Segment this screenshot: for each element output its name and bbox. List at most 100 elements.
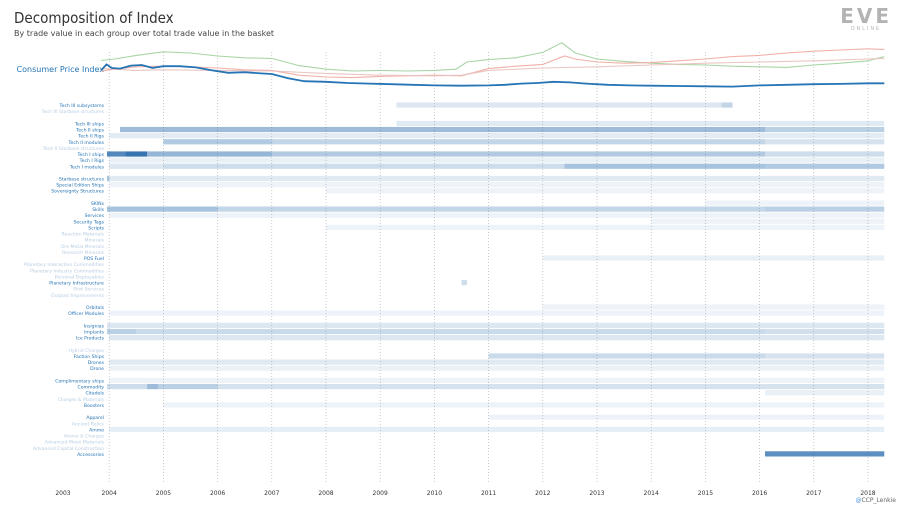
heat-cell [765, 328, 885, 335]
heat-cell [109, 365, 885, 371]
heat-cell [564, 163, 766, 169]
row-label: Apparel [86, 415, 104, 421]
row-label: Special Edition Ships [56, 183, 104, 189]
row-label: Accessories [77, 452, 105, 458]
row-label: Skills [92, 207, 104, 213]
x-tick-label: 2007 [264, 490, 279, 497]
row-label: Planetary Interaction Commodities [24, 262, 105, 268]
heat-cell [109, 426, 885, 433]
heat-cell [326, 224, 885, 231]
heat-cell [163, 402, 885, 408]
page-subtitle: By trade value in each group over total … [14, 29, 275, 38]
logo-sub: ONLINE [850, 26, 882, 32]
row-label: Tech III ships [74, 121, 105, 127]
credit-name: CCP_Lenkie [861, 497, 896, 504]
row-label: Pilot Services [73, 287, 104, 293]
heat-cell [107, 175, 110, 182]
x-tick-label: 2005 [156, 490, 171, 497]
x-tick-label: 2003 [55, 490, 70, 497]
row-label: Minerals [85, 238, 105, 244]
heat-cell [765, 151, 885, 157]
background-series-line [101, 42, 885, 72]
row-label: Ammo [89, 427, 104, 433]
row-label: Tech III subsystems [59, 103, 105, 109]
heat-cell [157, 383, 218, 390]
row-label: Ancient Relics [72, 421, 105, 427]
heat-cell [147, 383, 158, 390]
row-label: Tech II Starbase structures [42, 146, 105, 152]
heat-cell [651, 218, 885, 224]
heat-cell [107, 383, 148, 390]
logo-main: EVE [840, 4, 892, 28]
heat-cell [765, 126, 885, 133]
row-label: Tech I ships [77, 152, 105, 158]
x-tick-label: 2008 [318, 490, 333, 497]
heat-cell [109, 163, 164, 169]
heat-cell [271, 151, 766, 157]
heat-cell [107, 206, 218, 212]
row-label: Faction Ships [74, 354, 105, 360]
row-label: Orbitals [86, 305, 105, 311]
heat-cell [217, 383, 885, 390]
row-label: Ammo & Charges [64, 434, 105, 440]
heat-cell [765, 390, 885, 396]
heat-cell [107, 151, 126, 157]
row-label: Services [85, 213, 105, 219]
cpi-series-label: Consumer Price Index [16, 65, 104, 74]
heat-cell [765, 163, 885, 169]
row-label: Boosters [84, 403, 105, 409]
row-label: Tech II Rigs [77, 134, 104, 140]
heat-cell [125, 151, 148, 157]
heat-cell [765, 206, 885, 212]
x-tick-label: 2010 [427, 490, 442, 497]
heat-cell [721, 102, 733, 108]
row-label: SKINs [91, 201, 105, 207]
row-label: Personal Deployables [55, 274, 105, 280]
x-tick-label: 2017 [806, 490, 821, 497]
row-label: Tech II modules [67, 140, 104, 146]
row-label: Tech I modules [69, 164, 105, 170]
heat-cell [136, 328, 766, 335]
row-label: Tech III Starbase structures [41, 109, 105, 115]
row-label: Advanced Capital Construction [33, 446, 104, 452]
heat-cell [109, 212, 885, 218]
heat-cell [163, 163, 565, 169]
x-tick-label: 2016 [752, 490, 767, 497]
heat-cell [396, 120, 885, 127]
x-tick-label: 2011 [481, 490, 496, 497]
heat-cell [147, 151, 272, 157]
row-label: Hybrid Charges [68, 348, 104, 354]
row-label: Implants [84, 330, 105, 336]
row-label: Drones [88, 360, 105, 366]
row-label: Officer Modules [68, 311, 104, 317]
heat-cell [542, 255, 885, 261]
heat-cell [461, 279, 467, 286]
eve-online-logo: EVE ONLINE [840, 4, 892, 32]
heat-cell [109, 182, 885, 188]
heat-cell [109, 377, 885, 384]
page-title: Decomposition of Index [14, 9, 174, 27]
x-tick-label: 2018 [860, 490, 875, 497]
heat-cell [488, 414, 885, 420]
row-label: Complimentary ships [55, 378, 104, 384]
heat-cell [109, 175, 885, 182]
heat-cell [217, 206, 766, 212]
at-sign: @ [855, 497, 862, 504]
heat-cell [271, 139, 766, 145]
row-label: Security Tags [74, 219, 105, 225]
row-label: Insignias [84, 323, 105, 329]
heat-cell [109, 359, 885, 365]
cpi-line [100, 63, 885, 88]
row-label: Planetary Industry Commodities [30, 268, 105, 274]
row-label: Citadels [85, 391, 104, 397]
row-label: Advanced Moon Materials [45, 440, 105, 446]
heat-cell [488, 353, 766, 359]
heat-cell [109, 335, 885, 341]
x-tick-label: 2009 [373, 490, 388, 497]
heat-cell [326, 188, 885, 194]
heat-cell [705, 200, 885, 206]
heat-cell [396, 102, 722, 108]
row-label: POS Fuel [84, 256, 104, 262]
row-label: Charges & Materials [58, 397, 105, 403]
x-tick-label: 2015 [698, 490, 713, 497]
